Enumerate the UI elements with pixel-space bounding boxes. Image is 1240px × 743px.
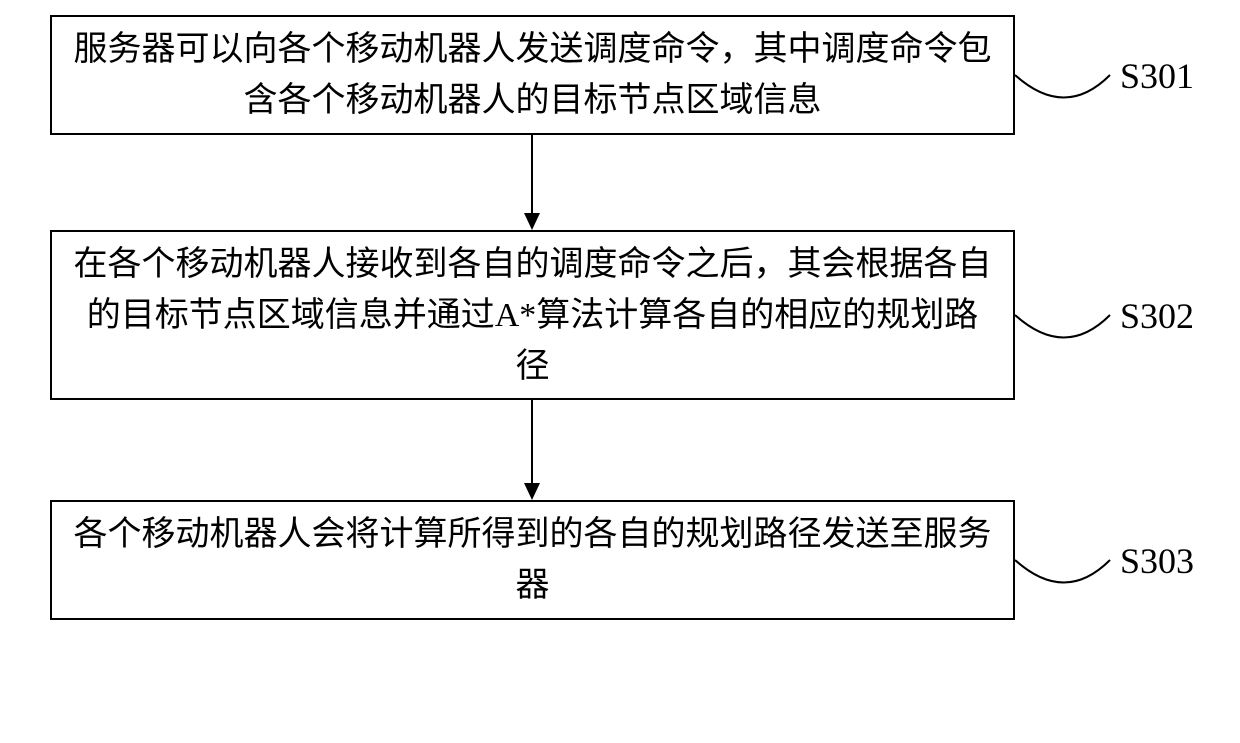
step-1-text: 服务器可以向各个移动机器人发送调度命令，其中调度命令包含各个移动机器人的目标节点… [72,24,993,126]
flowchart-step-2: 在各个移动机器人接收到各自的调度命令之后，其会根据各自的目标节点区域信息并通过A… [50,230,1015,400]
flowchart-step-3: 各个移动机器人会将计算所得到的各自的规划路径发送至服务器 [50,500,1015,620]
step-1-connector [1015,55,1115,125]
step-3-label: S303 [1120,540,1194,582]
step-3-text: 各个移动机器人会将计算所得到的各自的规划路径发送至服务器 [72,509,993,611]
step-3-connector [1015,540,1115,610]
step-2-label: S302 [1120,295,1194,337]
arrow-2 [520,400,544,505]
step-1-label: S301 [1120,55,1194,97]
step-2-connector [1015,295,1115,365]
arrow-1 [520,135,544,235]
step-2-text: 在各个移动机器人接收到各自的调度命令之后，其会根据各自的目标节点区域信息并通过A… [72,239,993,392]
flowchart-step-1: 服务器可以向各个移动机器人发送调度命令，其中调度命令包含各个移动机器人的目标节点… [50,15,1015,135]
